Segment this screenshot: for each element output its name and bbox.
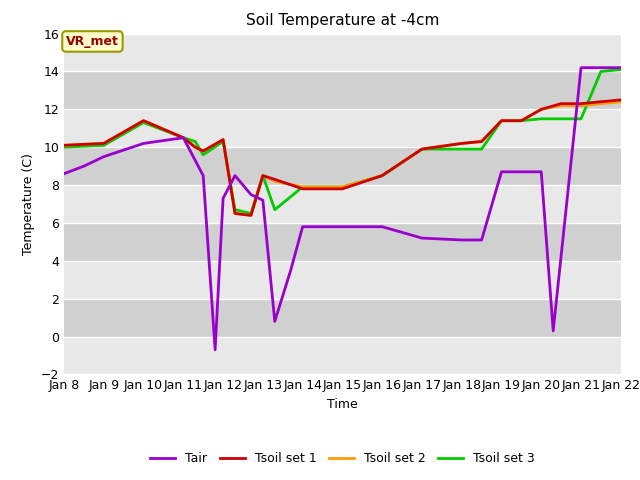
Legend: Tair, Tsoil set 1, Tsoil set 2, Tsoil set 3: Tair, Tsoil set 1, Tsoil set 2, Tsoil se…: [145, 447, 540, 470]
Bar: [64, 336, 621, 374]
Bar: [64, 34, 621, 72]
X-axis label: Time: Time: [327, 398, 358, 411]
Bar: [64, 223, 621, 261]
Bar: [64, 261, 621, 299]
Bar: [64, 299, 621, 336]
Text: VR_met: VR_met: [66, 35, 119, 48]
Bar: [64, 147, 621, 185]
Title: Soil Temperature at -4cm: Soil Temperature at -4cm: [246, 13, 439, 28]
Bar: [64, 109, 621, 147]
Bar: [64, 185, 621, 223]
Y-axis label: Temperature (C): Temperature (C): [22, 153, 35, 255]
Bar: [64, 72, 621, 109]
